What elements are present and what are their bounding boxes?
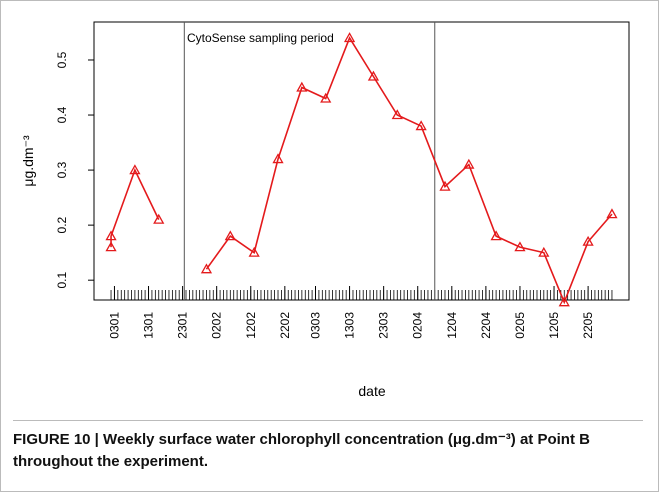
marker: [200, 263, 213, 274]
marker: [105, 241, 117, 252]
chart: CytoSense sampling period μg.dm⁻³ date 0…: [20, 21, 630, 399]
marker: [248, 246, 260, 257]
x-tick-label: 0301: [107, 312, 121, 339]
marker: [463, 158, 475, 169]
x-tick-label: 1204: [445, 312, 459, 339]
x-tick-label: 2202: [278, 312, 292, 339]
marker: [538, 246, 550, 257]
marker: [582, 235, 594, 246]
x-tick-label: 0202: [210, 312, 224, 339]
x-tick-label: 1202: [244, 312, 258, 339]
marker: [224, 230, 236, 241]
caption: FIGURE 10 | Weekly surface water chlorop…: [13, 420, 643, 473]
marker: [296, 81, 308, 92]
marker: [558, 296, 570, 307]
x-tick-label: 0303: [308, 312, 322, 339]
marker: [105, 230, 117, 241]
x-tick-label: 2205: [581, 312, 595, 339]
marker: [439, 180, 451, 191]
y-tick-label: 0.2: [55, 216, 69, 233]
x-tick-label: 1301: [142, 312, 156, 339]
marker: [490, 230, 502, 241]
series-line: [110, 168, 160, 248]
x-tick-label: 0204: [411, 312, 425, 339]
marker: [606, 208, 618, 219]
marker: [153, 213, 165, 224]
x-tick-label: 1205: [547, 312, 561, 339]
series-line: [205, 36, 613, 305]
y-tick-label: 0.5: [55, 51, 69, 68]
y-tick-label: 0.1: [55, 272, 69, 289]
marker: [514, 241, 526, 252]
x-tick-label: 2204: [479, 312, 493, 339]
marker: [320, 92, 332, 103]
x-tick-label: 2303: [377, 312, 391, 339]
marker: [391, 109, 403, 120]
marker: [415, 120, 427, 131]
marker: [272, 153, 284, 164]
annotation: CytoSense sampling period: [187, 31, 334, 45]
marker: [367, 70, 380, 81]
x-tick-label: 1303: [343, 312, 357, 339]
y-tick-label: 0.3: [55, 161, 69, 178]
x-tick-label: 2301: [176, 312, 190, 339]
marker: [129, 164, 141, 175]
x-axis-label: date: [358, 383, 385, 399]
y-axis-label: μg.dm⁻³: [20, 135, 36, 187]
x-tick-label: 0205: [513, 312, 527, 339]
y-tick-label: 0.4: [55, 106, 69, 123]
plot-box: [93, 21, 630, 301]
marker: [343, 32, 356, 43]
